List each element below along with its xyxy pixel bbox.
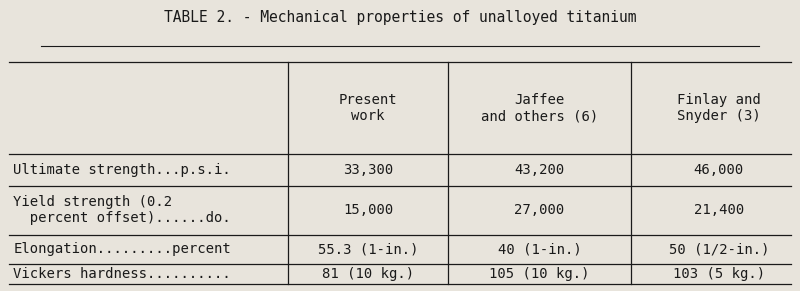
Text: 103 (5 kg.): 103 (5 kg.) xyxy=(673,267,765,281)
Text: 46,000: 46,000 xyxy=(694,163,744,177)
Text: Elongation.........percent: Elongation.........percent xyxy=(14,242,231,256)
Text: 55.3 (1-in.): 55.3 (1-in.) xyxy=(318,242,418,256)
Text: 27,000: 27,000 xyxy=(514,203,565,217)
Text: 81 (10 kg.): 81 (10 kg.) xyxy=(322,267,414,281)
Text: 33,300: 33,300 xyxy=(343,163,394,177)
Text: Vickers hardness..........: Vickers hardness.......... xyxy=(14,267,231,281)
Text: Present
work: Present work xyxy=(338,93,398,123)
Text: Yield strength (0.2
  percent offset)......do.: Yield strength (0.2 percent offset).....… xyxy=(14,195,231,226)
Text: Jaffee
and others (6): Jaffee and others (6) xyxy=(481,93,598,123)
Text: 21,400: 21,400 xyxy=(694,203,744,217)
Text: 40 (1-in.): 40 (1-in.) xyxy=(498,242,582,256)
Text: 50 (1/2-in.): 50 (1/2-in.) xyxy=(669,242,769,256)
Text: 15,000: 15,000 xyxy=(343,203,394,217)
Text: Ultimate strength...p.s.i.: Ultimate strength...p.s.i. xyxy=(14,163,231,177)
Text: 43,200: 43,200 xyxy=(514,163,565,177)
Text: TABLE 2. - Mechanical properties of unalloyed titanium: TABLE 2. - Mechanical properties of unal… xyxy=(164,10,636,25)
Text: 105 (10 kg.): 105 (10 kg.) xyxy=(490,267,590,281)
Text: Finlay and
Snyder (3): Finlay and Snyder (3) xyxy=(677,93,761,123)
